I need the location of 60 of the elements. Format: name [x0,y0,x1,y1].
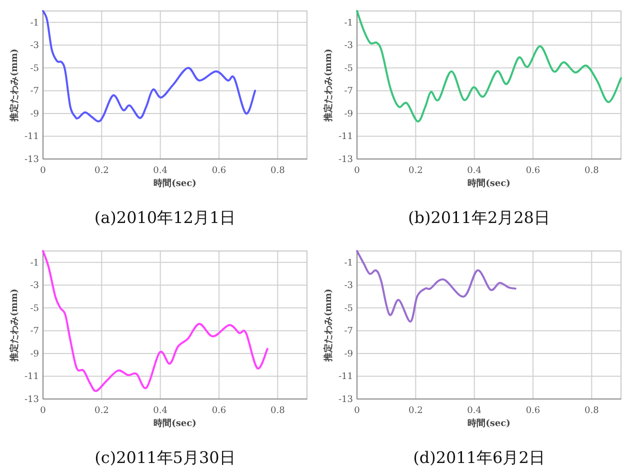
x-tick-label: 0.2 [94,406,109,416]
x-axis-title: 時間(sec) [468,178,510,189]
x-tick-label: 0.8 [270,166,286,176]
x-axis-title: 時間(sec) [154,418,196,429]
y-tick-label: -11 [24,372,39,382]
y-tick-label: -7 [344,326,354,337]
x-tick-label: 0.6 [526,166,540,176]
y-tick-label: -3 [30,41,40,52]
y-tick-label: -13 [24,155,40,165]
y-tick-label: -5 [344,304,354,314]
y-tick-label: -3 [344,281,354,292]
y-tick-label: -3 [30,281,40,292]
y-tick-label: -9 [30,109,40,120]
y-tick-label: -11 [338,132,353,142]
y-tick-label: -11 [24,132,39,142]
y-tick-label: -7 [30,86,40,97]
y-axis-title: 推定たわみ(mm) [323,288,334,362]
x-tick-label: 0 [354,166,360,176]
text: (c)2011年5月30日 [94,448,236,467]
y-tick-label: -13 [338,155,354,165]
x-tick-label: 0.2 [94,166,109,176]
y-tick-label: -5 [344,64,354,74]
y-tick-label: -7 [344,86,354,97]
x-tick-label: 0.2 [408,406,423,416]
x-tick-label: 0.4 [153,406,168,416]
x-axis-title: 時間(sec) [468,418,510,429]
y-tick-label: -9 [30,349,40,360]
y-axis-title: 推定たわみ(mm) [9,288,20,362]
x-tick-label: 0.6 [526,406,540,416]
y-tick-label: -9 [344,109,354,120]
y-tick-label: -11 [338,372,353,382]
x-tick-label: 0 [354,406,360,416]
y-tick-label: -5 [30,304,40,314]
x-tick-label: 0.8 [584,406,600,416]
x-tick-label: 0.6 [212,406,226,416]
text: (b)2011年2月28日 [408,208,550,227]
x-tick-label: 0 [40,166,46,176]
y-tick-label: -13 [338,395,354,405]
x-tick-label: 0.4 [467,406,482,416]
x-tick-label: 0.4 [153,166,168,176]
y-tick-label: -1 [344,258,353,268]
text: (d)2011年6月2日 [413,448,545,467]
x-tick-label: 0.8 [270,406,286,416]
x-tick-label: 0.6 [212,166,226,176]
y-tick-label: -1 [344,18,353,28]
y-tick-label: -1 [30,258,39,268]
y-axis-title: 推定たわみ(mm) [9,48,20,122]
y-tick-label: -3 [344,41,354,52]
x-tick-label: 0 [40,406,46,416]
y-tick-label: -5 [30,64,40,74]
x-tick-label: 0.4 [467,166,482,176]
text: (a)2010年12月1日 [94,208,236,227]
y-tick-label: -7 [30,326,40,337]
x-tick-label: 0.8 [584,166,600,176]
x-axis-title: 時間(sec) [154,178,196,189]
y-axis-title: 推定たわみ(mm) [323,48,334,122]
y-tick-label: -9 [344,349,354,360]
x-tick-label: 0.2 [408,166,423,176]
y-tick-label: -1 [30,18,39,28]
y-tick-label: -13 [24,395,40,405]
